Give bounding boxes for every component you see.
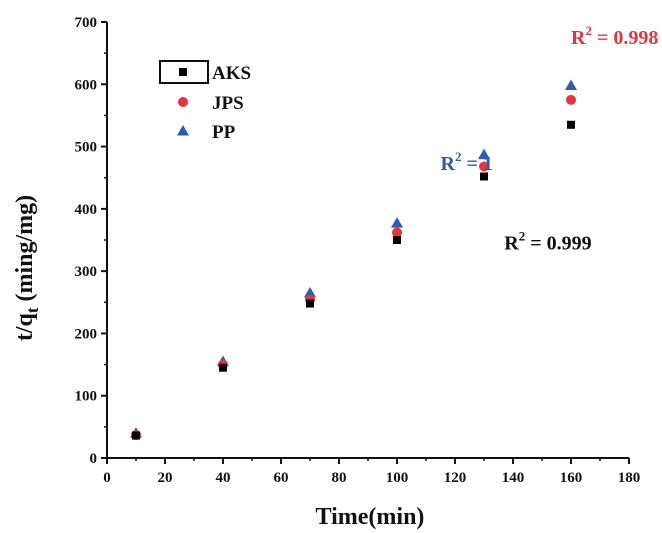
data-point-aks <box>480 172 488 181</box>
r-squared-sup: 2 <box>455 149 462 164</box>
data-point-pp <box>391 217 403 228</box>
legend: AKS JPS PP <box>159 60 251 143</box>
r-squared-value: = 1 <box>461 153 492 175</box>
r-squared-value: = 0.998 <box>592 27 658 49</box>
legend-frame <box>159 60 209 84</box>
legend-marker-aks <box>179 68 187 76</box>
r-squared-label: R2 = 0.998 <box>571 23 658 49</box>
r-squared-sup: 2 <box>519 228 526 243</box>
data-point-pp <box>304 286 316 298</box>
r-squared-value: = 0.999 <box>525 232 591 254</box>
y-tick-label: 200 <box>75 326 98 342</box>
data-point-pp <box>478 148 490 160</box>
x-tick-label: 140 <box>502 470 525 486</box>
x-tick-label: 20 <box>158 470 173 486</box>
legend-label-jps: JPS <box>212 93 244 114</box>
data-point-aks <box>393 236 401 244</box>
y-tick-label: 500 <box>75 140 98 156</box>
y-axis-ticks: 0 100 200 300 400 500 600 700 <box>75 15 107 467</box>
data-point-aks <box>567 120 575 129</box>
x-tick-label: 40 <box>216 470 231 486</box>
x-tick-label: 100 <box>386 470 409 486</box>
legend-marker-jps <box>178 97 188 107</box>
x-tick-label: 60 <box>274 470 289 486</box>
y-tick-label: 600 <box>75 77 98 93</box>
y-tick-label: 0 <box>90 451 98 467</box>
y-tick-label: 300 <box>75 264 98 280</box>
r-squared-prefix: R <box>441 153 456 175</box>
y-tick-label: 700 <box>75 15 98 31</box>
data-point-jps <box>479 161 489 172</box>
y-axis-title: t/qt (ming/mg) <box>12 195 42 341</box>
x-tick-label: 80 <box>332 470 347 486</box>
r-squared-label: R2 = 0.999 <box>504 228 591 254</box>
x-axis-ticks: 0 20 40 60 80 100 120 140 160 180 <box>103 458 640 486</box>
x-tick-label: 180 <box>618 470 641 486</box>
y-tick-label: 400 <box>75 202 98 218</box>
r-squared-prefix: R <box>504 232 519 254</box>
data-point-jps <box>392 227 402 238</box>
r-squared-sup: 2 <box>585 23 592 38</box>
data-point-aks <box>219 363 227 372</box>
x-tick-label: 0 <box>103 470 111 486</box>
y-axis-title-sub: t <box>23 307 42 313</box>
x-tick-label: 120 <box>444 470 467 486</box>
legend-marker-pp <box>177 125 189 136</box>
data-point-jps <box>566 94 576 105</box>
legend-label-aks: AKS <box>212 63 251 84</box>
y-tick-label: 100 <box>75 389 98 405</box>
r-squared-prefix: R <box>571 27 586 49</box>
x-tick-label: 160 <box>560 470 583 486</box>
data-point-aks <box>132 431 140 440</box>
legend-label-pp: PP <box>212 122 236 143</box>
r-squared-label: R2 = 1 <box>441 149 493 175</box>
data-point-aks <box>306 299 314 308</box>
y-axis-title-unit: (ming/mg) <box>12 195 38 308</box>
y-axis-title-main: t/q <box>12 313 38 342</box>
data-point-pp <box>565 79 577 91</box>
x-axis-title: Time(min) <box>316 504 425 530</box>
data-points <box>130 79 577 440</box>
